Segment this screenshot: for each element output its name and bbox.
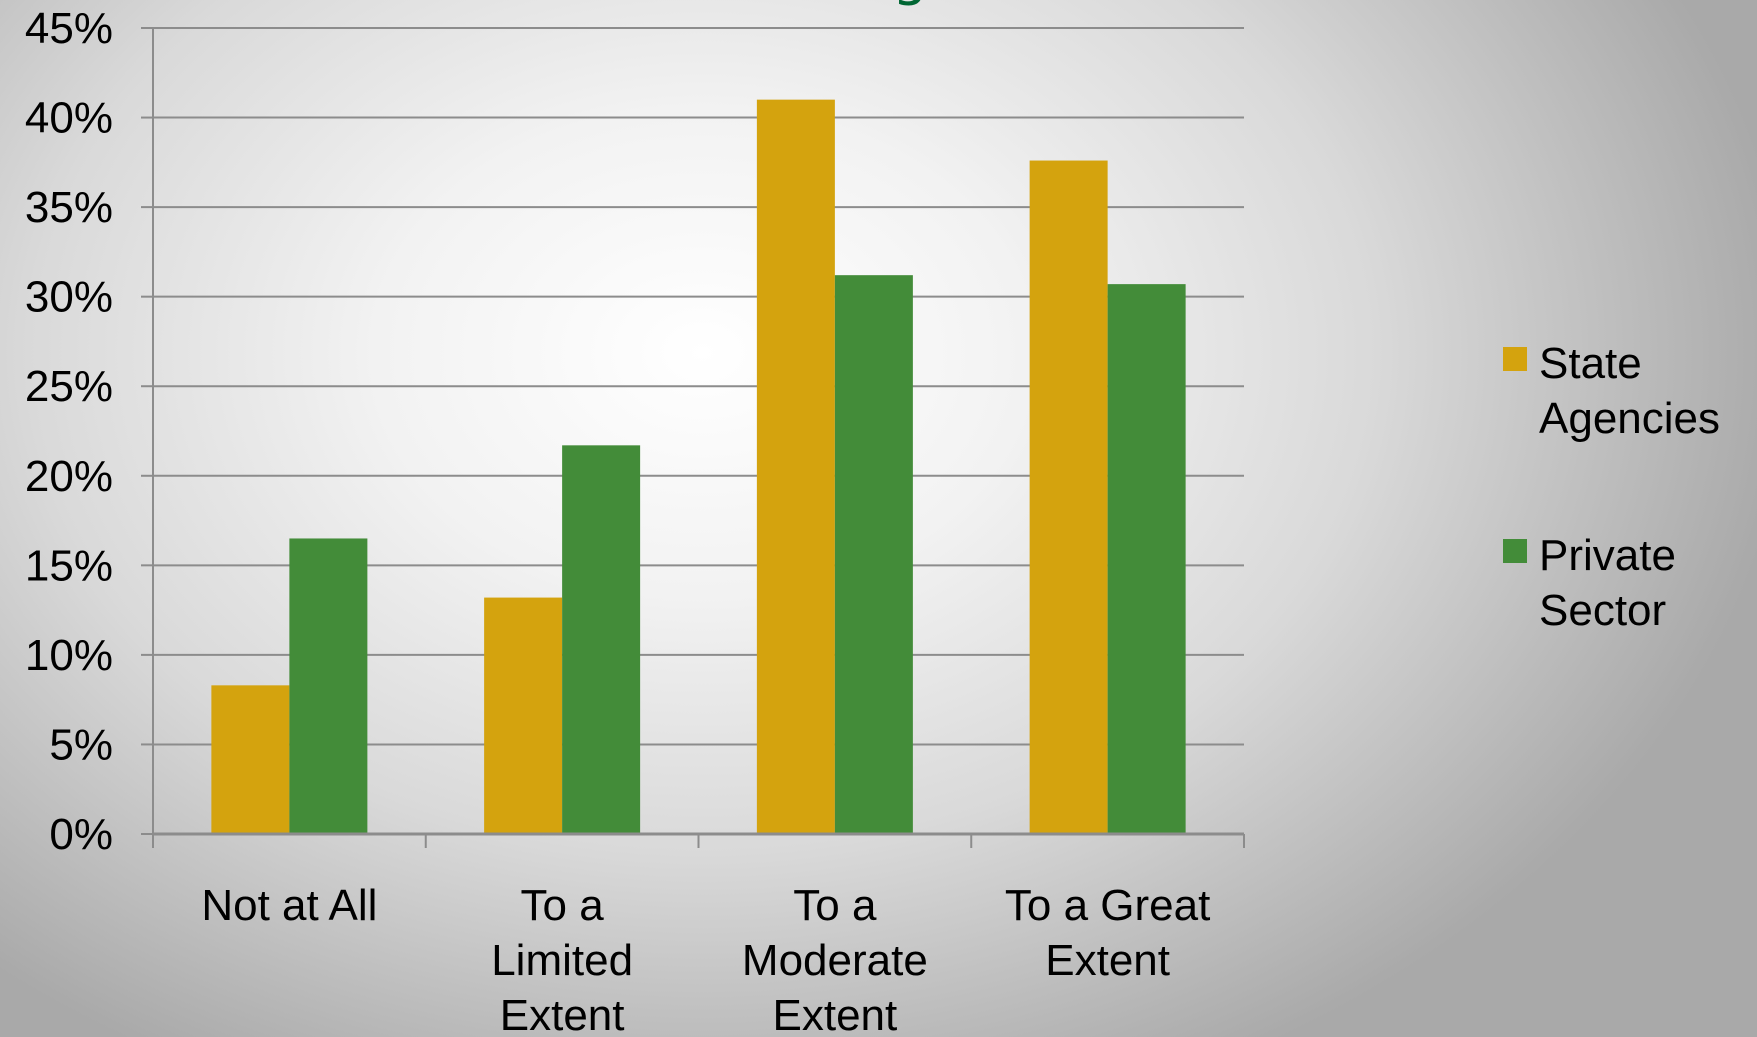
legend-swatch	[1503, 347, 1527, 371]
x-category-label-line: To a	[521, 881, 605, 930]
y-tick-label: 40%	[25, 94, 113, 143]
y-axis-tick-labels: 0% 5% 10% 15% 20% 25% 30% 35% 40% 45%	[25, 4, 113, 859]
x-category-label-line: To a	[793, 881, 877, 930]
x-category-label-line: Limited	[491, 936, 633, 985]
x-category-label: Not at All	[201, 881, 377, 930]
y-tick-label: 45%	[25, 4, 113, 53]
bar	[289, 538, 368, 834]
y-tick-label: 30%	[25, 273, 113, 322]
x-category-label: To a Moderate Extent	[742, 881, 928, 1037]
x-category-label-line: Not at All	[201, 881, 377, 930]
y-tick-label: 35%	[25, 183, 113, 232]
legend: State Agencies Private Sector	[1503, 339, 1720, 635]
legend-label-line: Private	[1539, 531, 1676, 580]
bar	[756, 99, 835, 834]
legend-label: Private Sector	[1539, 531, 1676, 635]
legend-label-line: Agencies	[1539, 394, 1720, 443]
y-tick-label: 25%	[25, 362, 113, 411]
x-category-label: To a Great Extent	[1005, 881, 1210, 985]
bar	[562, 445, 641, 834]
x-category-label-line: Extent	[1045, 936, 1170, 985]
y-tick-label: 10%	[25, 631, 113, 680]
x-axis-category-labels: Not at All To a Limited Extent To a Moderate E…	[201, 881, 1210, 1037]
bar	[1029, 160, 1108, 834]
y-tick-label: 15%	[25, 541, 113, 590]
x-category-label-line: Extent	[773, 991, 898, 1037]
legend-swatch	[1503, 539, 1527, 563]
x-category-label-line: Moderate	[742, 936, 928, 985]
y-tick-label: 5%	[49, 720, 113, 769]
bar	[211, 685, 290, 834]
legend-label: State Agencies	[1539, 339, 1720, 443]
bar	[484, 597, 563, 834]
legend-label-line: State	[1539, 339, 1642, 388]
legend-label-line: Sector	[1539, 586, 1666, 635]
x-category-label: To a Limited Extent	[491, 881, 633, 1037]
x-category-label-line: To a Great	[1005, 881, 1210, 930]
x-category-label-line: Extent	[500, 991, 625, 1037]
y-tick-label: 20%	[25, 452, 113, 501]
bar	[834, 275, 913, 834]
bars	[211, 99, 1186, 834]
y-tick-label: 0%	[49, 810, 113, 859]
chart-title: g	[892, 0, 928, 8]
axes	[141, 27, 1245, 848]
bar	[1107, 284, 1186, 834]
